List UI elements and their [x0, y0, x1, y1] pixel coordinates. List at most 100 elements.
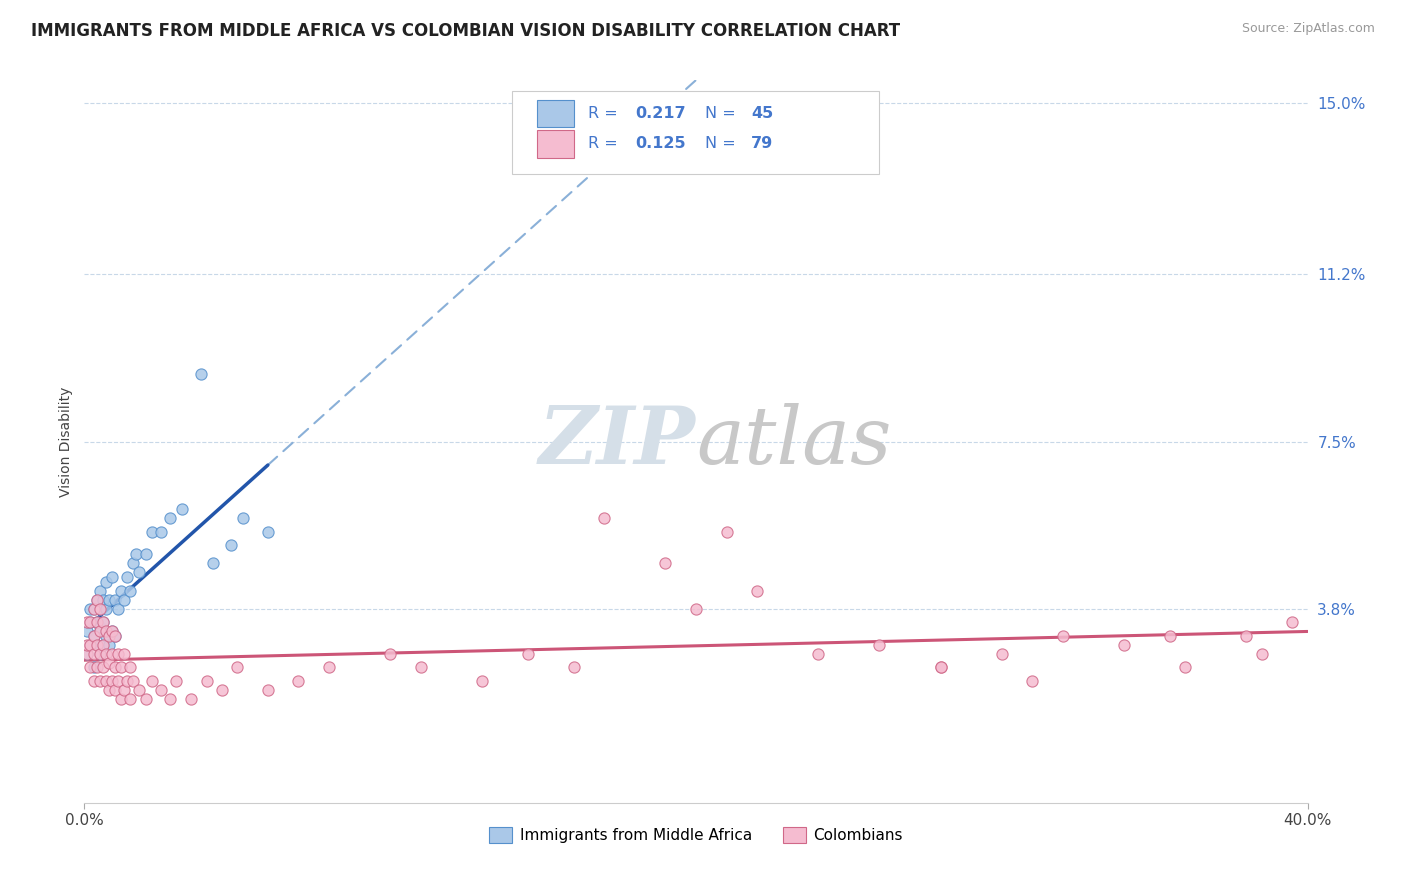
Point [110, 692, 132, 706]
Point [79, 660, 101, 674]
Point [110, 660, 132, 674]
Point [89, 583, 111, 598]
Point [318, 660, 340, 674]
Point [1021, 673, 1043, 688]
Point [91, 660, 114, 674]
Text: 0.217: 0.217 [636, 106, 686, 121]
Point [110, 583, 132, 598]
Point [141, 524, 163, 539]
Point [593, 511, 616, 525]
Point [807, 647, 830, 661]
FancyBboxPatch shape [513, 91, 880, 174]
Point [97, 656, 120, 670]
Text: 45: 45 [751, 106, 773, 121]
Point [86, 592, 108, 607]
Point [211, 682, 233, 697]
Point [91, 638, 114, 652]
Point [716, 524, 738, 539]
Point [86, 638, 108, 652]
Point [94, 673, 117, 688]
Point [86, 638, 108, 652]
Point [83, 629, 105, 643]
Point [107, 647, 129, 661]
Point [101, 624, 124, 639]
Point [159, 511, 181, 525]
Point [89, 647, 111, 661]
Text: N =: N = [704, 136, 741, 152]
Point [257, 682, 280, 697]
Point [89, 620, 111, 634]
Point [86, 592, 108, 607]
Point [195, 673, 218, 688]
Point [104, 592, 127, 607]
Point [929, 660, 952, 674]
Point [86, 660, 108, 674]
Point [101, 673, 124, 688]
Point [409, 660, 432, 674]
Point [107, 673, 129, 688]
Point [97, 682, 120, 697]
Point [747, 583, 769, 598]
Text: N =: N = [704, 106, 741, 121]
Point [97, 629, 120, 643]
Point [1114, 638, 1136, 652]
Point [104, 629, 127, 643]
Point [149, 524, 172, 539]
Text: R =: R = [588, 136, 623, 152]
Point [79, 601, 101, 615]
Point [516, 647, 538, 661]
Point [128, 566, 150, 580]
Point [91, 638, 114, 652]
Point [94, 601, 117, 615]
Point [172, 502, 194, 516]
Point [135, 548, 157, 562]
Point [97, 592, 120, 607]
Point [94, 574, 117, 589]
Point [79, 638, 101, 652]
Point [141, 673, 163, 688]
Point [89, 673, 111, 688]
Point [120, 660, 142, 674]
Point [89, 624, 111, 639]
Point [104, 660, 127, 674]
Point [929, 660, 952, 674]
Point [91, 592, 114, 607]
Point [97, 638, 120, 652]
Point [86, 615, 108, 630]
Text: ZIP: ZIP [538, 403, 696, 480]
Point [380, 647, 402, 661]
Text: 79: 79 [751, 136, 773, 152]
Point [190, 367, 212, 381]
Point [76, 647, 98, 661]
Point [91, 615, 114, 630]
Text: Source: ZipAtlas.com: Source: ZipAtlas.com [1241, 22, 1375, 36]
Text: R =: R = [588, 106, 623, 121]
Point [101, 570, 124, 584]
Point [104, 629, 127, 643]
Point [89, 601, 111, 615]
Point [107, 601, 129, 615]
Point [180, 692, 202, 706]
Point [1159, 629, 1181, 643]
Point [83, 647, 105, 661]
Y-axis label: Vision Disability: Vision Disability [59, 386, 73, 497]
Point [76, 624, 98, 639]
Point [79, 615, 101, 630]
Point [89, 647, 111, 661]
Point [1250, 647, 1272, 661]
Point [115, 673, 138, 688]
Point [149, 682, 172, 697]
Text: IMMIGRANTS FROM MIDDLE AFRICA VS COLOMBIAN VISION DISABILITY CORRELATION CHART: IMMIGRANTS FROM MIDDLE AFRICA VS COLOMBI… [31, 22, 900, 40]
Text: 0.125: 0.125 [636, 136, 686, 152]
Point [122, 673, 145, 688]
Point [83, 601, 105, 615]
Bar [537, 100, 574, 128]
Point [120, 583, 142, 598]
Point [1281, 615, 1303, 630]
Point [1052, 629, 1074, 643]
Point [115, 570, 138, 584]
Point [101, 647, 124, 661]
Point [112, 682, 135, 697]
Point [79, 615, 101, 630]
Point [991, 647, 1014, 661]
